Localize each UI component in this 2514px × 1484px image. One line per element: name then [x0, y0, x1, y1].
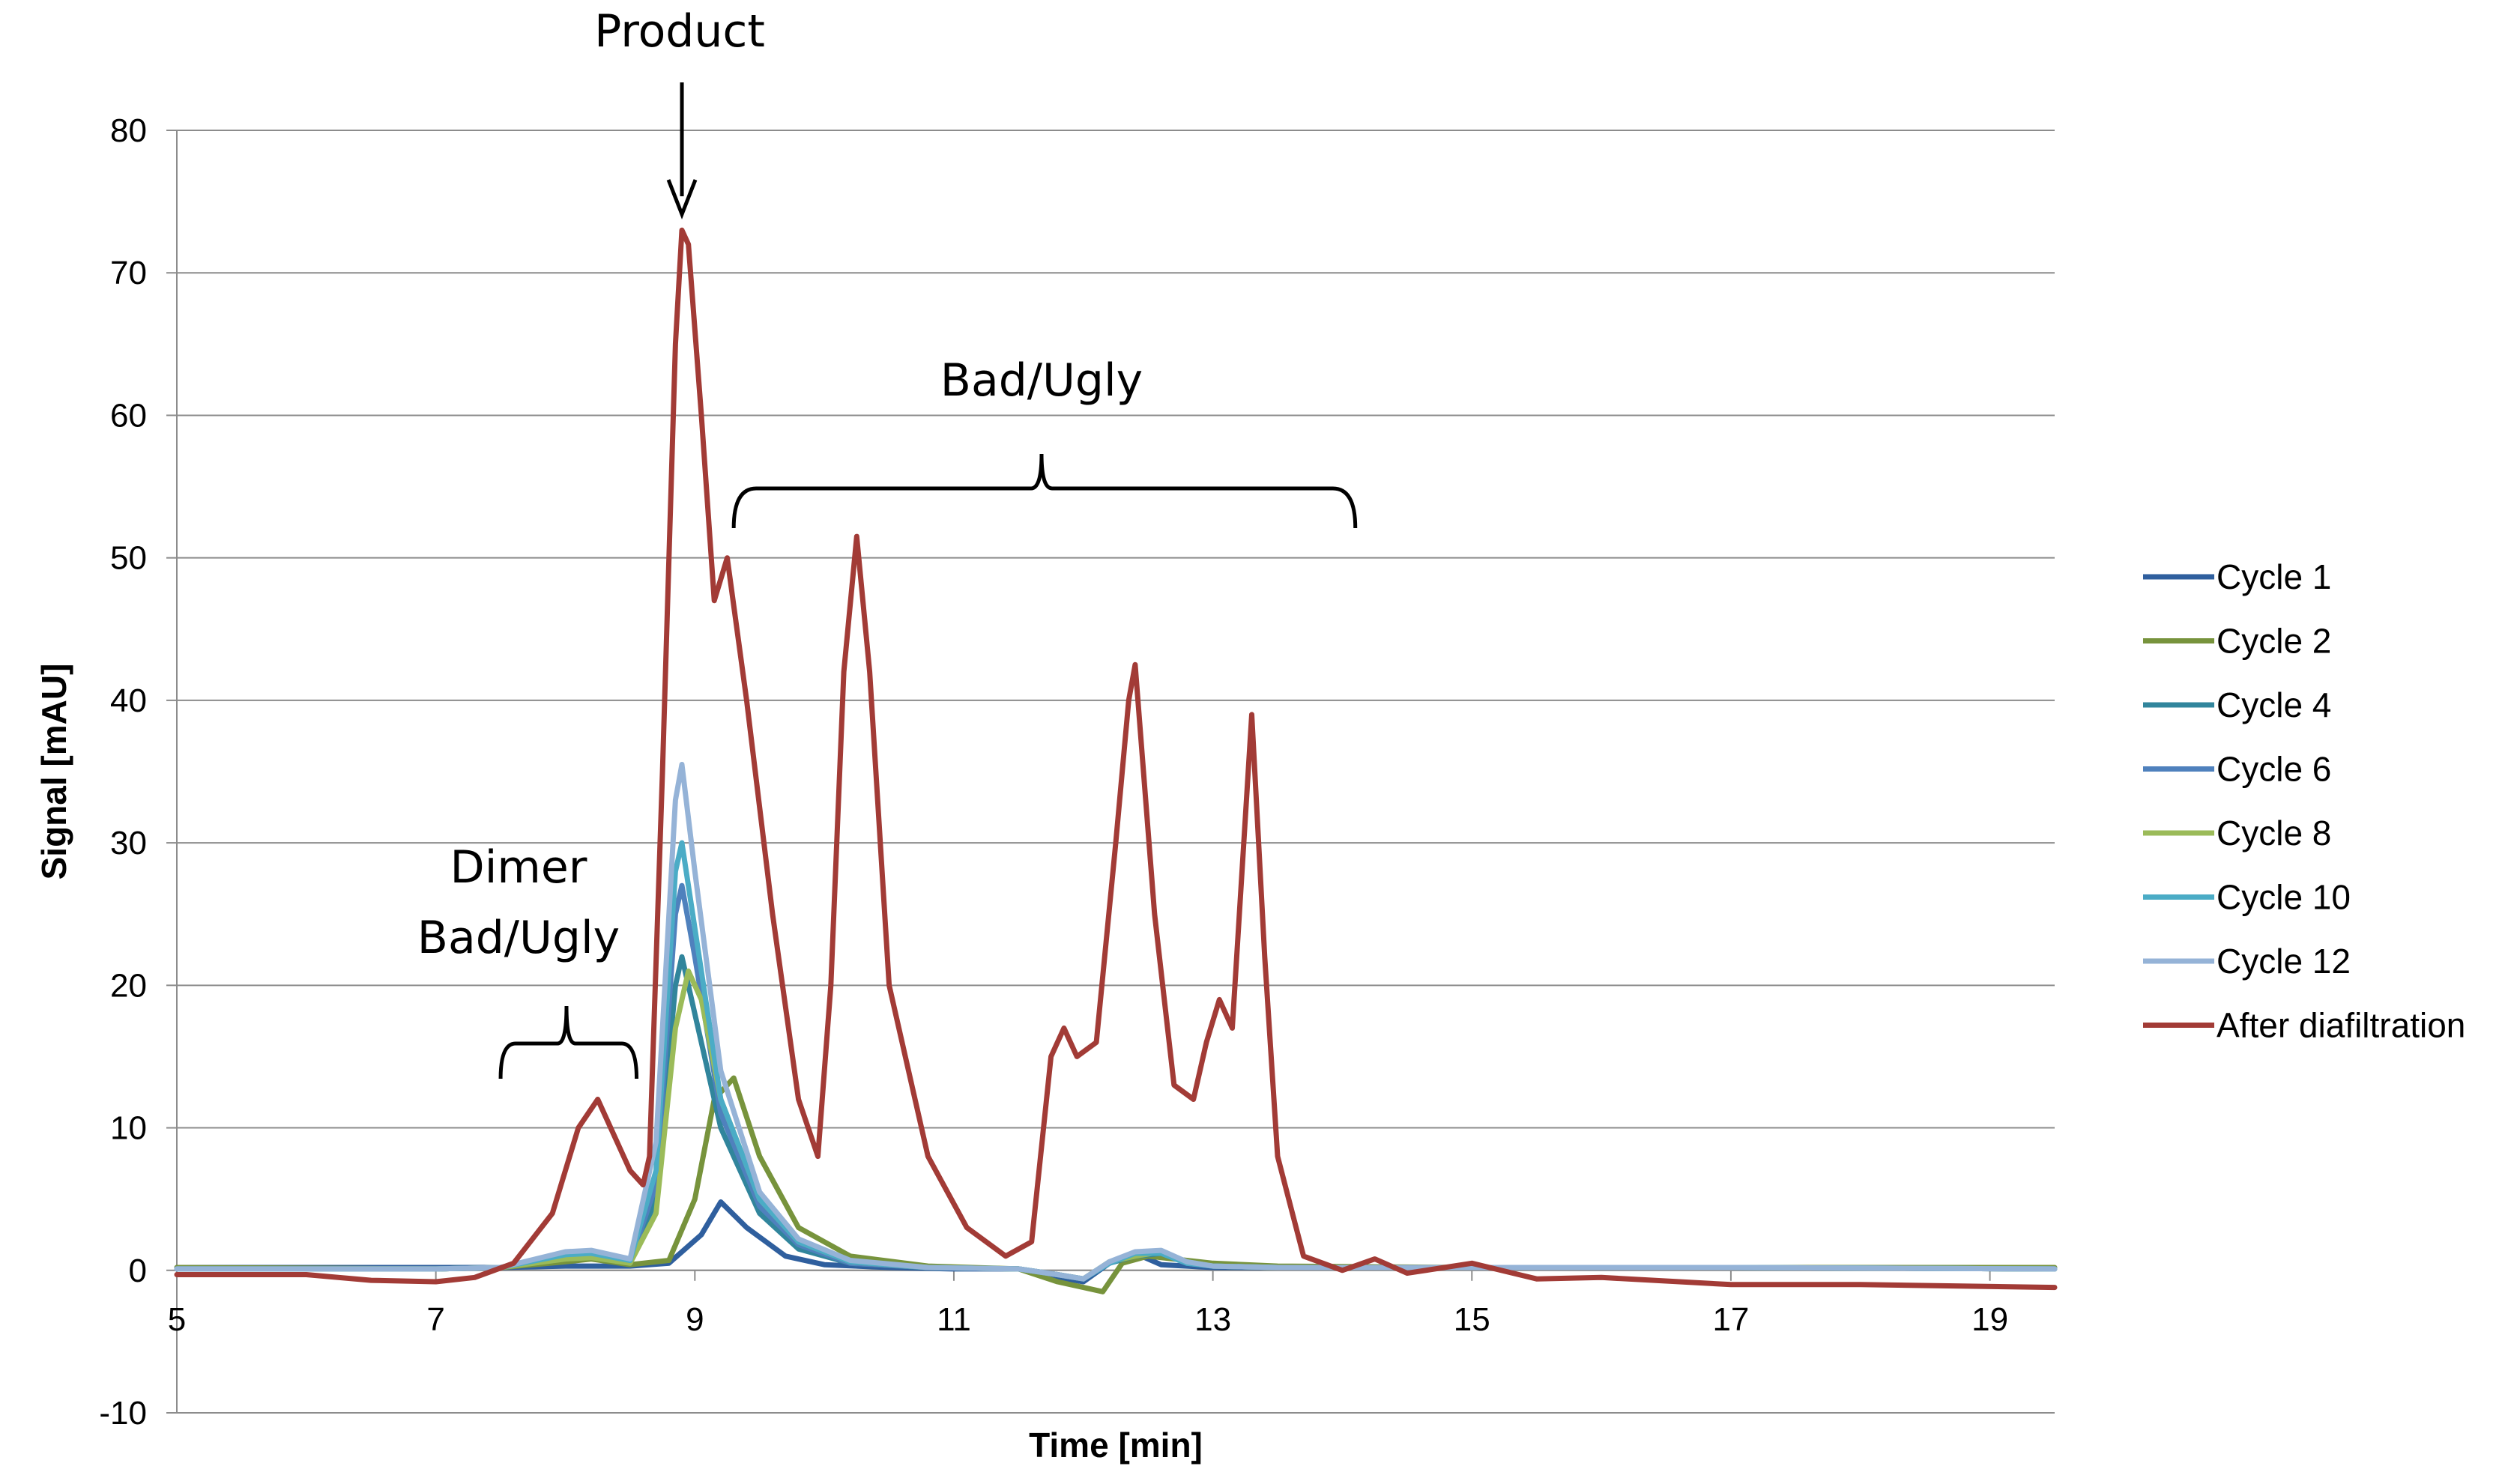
bad-ugly-brace: [731, 453, 1358, 529]
series-line-cycle-4: [174, 954, 2058, 1282]
annotation-bad-ugly: Bad/Ugly: [940, 354, 1143, 407]
x-tick-label: 11: [937, 1301, 971, 1338]
legend-label: Cycle 6: [2217, 750, 2331, 789]
x-tick-label: 13: [1194, 1301, 1231, 1338]
dimer-brace: [498, 1005, 639, 1079]
product-arrow-head: [666, 179, 698, 219]
legend-label: Cycle 8: [2217, 814, 2331, 852]
y-tick-label: 10: [110, 1110, 147, 1147]
legend: Cycle 1 Cycle 2 Cycle 4 Cycle 6 Cycle 8 Cycle…: [2143, 557, 2465, 1045]
x-tick-label: 15: [1454, 1301, 1490, 1338]
x-tick-label: 7: [426, 1301, 444, 1338]
legend-label: Cycle 1: [2217, 557, 2331, 596]
legend-label: Cycle 4: [2217, 685, 2331, 724]
annotation-dimer: Dimer: [450, 841, 587, 894]
y-tick-label: 60: [110, 397, 147, 434]
y-tick-label: 0: [129, 1253, 147, 1289]
series-line-cycle-8: [174, 968, 2058, 1282]
y-tick-label: 80: [110, 112, 147, 149]
legend-label: Cycle 2: [2217, 622, 2331, 661]
annotation-dimer-bad-ugly: Bad/Ugly: [417, 912, 620, 964]
y-tick-label: 40: [110, 682, 147, 719]
x-tick-label: 19: [1971, 1301, 2008, 1338]
x-tick-label: 5: [168, 1301, 186, 1338]
y-tick-label: 70: [110, 255, 147, 291]
y-axis-title: Signal [mAU]: [34, 664, 73, 880]
annotation-product: Product: [594, 5, 765, 58]
legend-label: After diafiltration: [2217, 1006, 2465, 1045]
annotations: Product Bad/Ugly Dimer Bad/Ugly: [417, 5, 1358, 1079]
axes: -10 0 10 20 30 40 50 60 70 80 5 7 9 11 13 15 17 19 Time [m…: [34, 112, 2055, 1465]
legend-label: Cycle 10: [2217, 878, 2351, 917]
series-line-cycle-10: [174, 840, 2058, 1282]
x-tick-label: 9: [686, 1301, 704, 1338]
series-line-cycle-12: [174, 762, 2058, 1282]
grid: [177, 130, 2055, 1414]
y-tick-label: 20: [110, 967, 147, 1004]
x-tick-label: 17: [1712, 1301, 1749, 1338]
y-tick-label: 50: [110, 540, 147, 577]
y-tick-label: 30: [110, 825, 147, 861]
series-line-after-diafiltration: [174, 227, 2058, 1291]
legend-label: Cycle 12: [2217, 942, 2351, 981]
series-lines: [174, 227, 2058, 1294]
y-tick-label: -10: [99, 1395, 147, 1432]
x-axis-title: Time [min]: [1029, 1426, 1203, 1465]
